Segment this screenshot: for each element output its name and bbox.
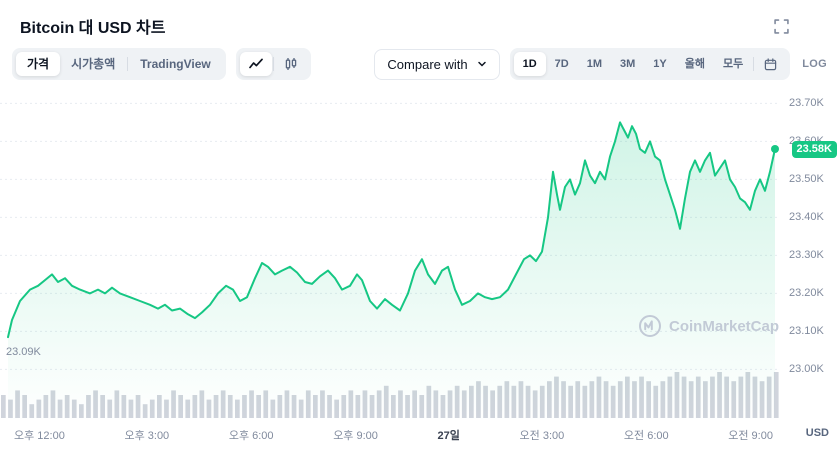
tab-market-cap[interactable]: 시가총액	[60, 52, 126, 76]
chart-type-toggle-group	[235, 48, 311, 80]
log-scale-toggle[interactable]: LOG	[802, 58, 827, 70]
y-axis-label: 23.70K	[789, 97, 824, 109]
unit-label: USD	[805, 427, 829, 439]
y-axis-label: 23.30K	[789, 249, 824, 261]
calendar-icon[interactable]	[755, 53, 786, 76]
y-axis-label: 23.40K	[789, 211, 824, 223]
tab-price[interactable]: 가격	[16, 52, 61, 76]
x-axis-label: 오후 6:00	[228, 430, 274, 442]
y-axis-label: 23.10K	[789, 325, 824, 337]
line-chart-icon[interactable]	[239, 52, 272, 76]
x-tick-row: 오후 12:00 오후 3:00 오후 6:00 오후 9:00 27일 오전 …	[14, 427, 773, 443]
y-axis-label: 23.00K	[789, 363, 824, 375]
divider	[272, 57, 274, 71]
range-all[interactable]: 모두	[714, 52, 752, 76]
price-line-chart	[0, 102, 780, 422]
y-axis-label: 23.20K	[789, 287, 824, 299]
start-price-label: 23.09K	[6, 346, 41, 358]
x-axis-label: 오후 3:00	[124, 430, 170, 442]
x-axis-label: 오전 9:00	[728, 430, 773, 442]
range-1y[interactable]: 1Y	[644, 52, 675, 76]
candlestick-icon[interactable]	[275, 52, 307, 76]
y-axis-label: 23.50K	[789, 173, 824, 185]
price-chart-canvas[interactable]: 23.70K 23.60K 23.50K 23.40K 23.30K 23.20…	[0, 92, 839, 422]
current-price-badge: 23.58K	[791, 141, 837, 158]
x-axis: 오후 12:00 오후 3:00 오후 6:00 오후 9:00 27일 오전 …	[0, 422, 839, 446]
range-1m[interactable]: 1M	[578, 52, 611, 76]
compare-with-button[interactable]: Compare with	[374, 48, 500, 80]
tab-tradingview[interactable]: TradingView	[129, 52, 221, 76]
x-axis-label: 오전 6:00	[623, 430, 669, 442]
range-3m[interactable]: 3M	[611, 52, 644, 76]
page-title: Bitcoin 대 USD 차트	[20, 20, 166, 37]
range-ytd[interactable]: 올해	[676, 52, 714, 76]
x-axis-label: 오후 12:00	[14, 430, 65, 442]
range-1d[interactable]: 1D	[513, 52, 546, 76]
range-7d[interactable]: 7D	[546, 52, 578, 76]
chevron-down-icon	[477, 61, 486, 67]
range-toggle-group: 1D 7D 1M 3M 1Y 올해 모두	[509, 48, 791, 80]
fullscreen-icon[interactable]	[772, 17, 791, 36]
x-axis-label: 27일	[437, 430, 460, 442]
compare-with-label: Compare with	[387, 56, 468, 72]
divider	[127, 57, 129, 71]
x-axis-label: 오후 9:00	[333, 430, 378, 442]
chart-header: Bitcoin 대 USD 차트	[0, 0, 839, 42]
divider	[753, 57, 755, 71]
chart-toolbar: 가격 시가총액 TradingView Compare with	[0, 42, 839, 88]
x-axis-label: 오전 3:00	[519, 430, 565, 442]
view-toggle-group: 가격 시가총액 TradingView	[12, 48, 226, 80]
